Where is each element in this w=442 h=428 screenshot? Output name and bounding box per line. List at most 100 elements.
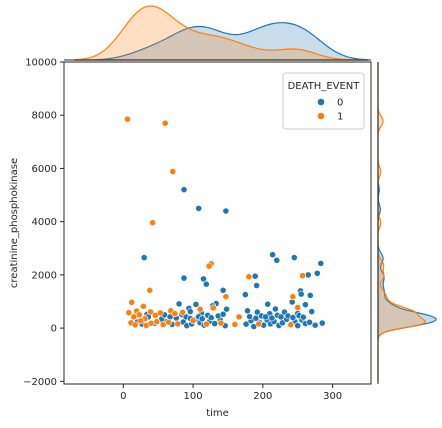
point-0-88 (252, 314, 260, 322)
point-1-18 (147, 308, 154, 316)
point-0-9 (253, 282, 260, 289)
point-0-6 (202, 280, 210, 288)
point-1-39 (165, 318, 173, 326)
point-1-37 (153, 318, 161, 326)
point-1-11 (128, 298, 136, 306)
point-0-97 (299, 313, 307, 321)
point-0-30 (253, 308, 261, 316)
point-0-21 (175, 300, 183, 308)
x-tick-label-200: 200 (253, 391, 272, 402)
y-axis-label: creatinine_phosphokinase (9, 158, 20, 288)
point-0-38 (308, 308, 316, 315)
point-1-20 (156, 309, 164, 317)
point-0-95 (289, 314, 297, 321)
point-1-27 (231, 320, 239, 328)
point-1-12 (140, 302, 147, 310)
point-0-13 (290, 254, 298, 261)
point-0-23 (192, 300, 200, 308)
point-1-42 (202, 320, 210, 328)
point-1-40 (174, 320, 182, 328)
legend-title: DEATH_EVENT (288, 81, 361, 92)
x-tick-label-100: 100 (184, 391, 203, 402)
point-0-7 (180, 274, 188, 282)
point-0-31 (264, 300, 272, 308)
point-0-52 (211, 320, 219, 327)
point-1-41 (189, 317, 197, 325)
legend: DEATH_EVENT 0 1 (282, 72, 365, 130)
point-1-14 (125, 309, 133, 317)
legend-label-1: 1 (337, 112, 343, 123)
point-1-33 (131, 321, 139, 329)
point-0-3 (222, 207, 230, 215)
right-kde-1 (377, 62, 427, 382)
point-1-34 (137, 317, 145, 325)
point-0-28 (223, 305, 230, 313)
plot-frame (63, 61, 372, 385)
point-1-36 (147, 319, 155, 327)
point-1-23 (179, 308, 186, 316)
point-1-2 (169, 168, 177, 175)
y-tick-label--2000: −2000 (23, 377, 57, 388)
point-0-18 (306, 291, 314, 299)
point-0-2 (195, 204, 203, 212)
point-1-30 (287, 321, 295, 329)
point-1-5 (205, 262, 213, 270)
point-1-24 (196, 305, 204, 313)
legend-marker-0 (317, 98, 325, 106)
y-tick-label-6000: 6000 (32, 164, 57, 175)
point-0-0 (140, 254, 148, 261)
point-0-17 (313, 269, 321, 277)
right-kde-0 (377, 62, 437, 382)
point-1-3 (149, 219, 156, 227)
point-1-16 (135, 311, 143, 319)
legend-marker-1 (317, 112, 325, 120)
point-0-68 (294, 322, 302, 330)
point-0-91 (268, 314, 276, 322)
point-1-1 (161, 119, 169, 127)
point-0-90 (262, 313, 269, 321)
point-0-93 (277, 313, 285, 321)
point-0-71 (306, 318, 313, 326)
point-0-83 (198, 315, 206, 323)
point-1-26 (217, 319, 225, 327)
point-1-7 (222, 293, 230, 301)
point-0-16 (317, 259, 325, 267)
point-0-11 (273, 256, 281, 264)
point-1-31 (294, 303, 302, 311)
point-0-72 (311, 321, 319, 329)
point-0-4 (219, 286, 227, 294)
point-0-8 (241, 291, 249, 298)
top-kde-0 (74, 22, 369, 61)
point-1-8 (299, 272, 306, 280)
point-1-25 (209, 304, 217, 312)
point-1-22 (171, 310, 179, 318)
point-0-33 (271, 305, 279, 313)
y-tick-label-4000: 4000 (32, 217, 57, 228)
point-0-1 (180, 186, 188, 194)
x-tick-label-0: 0 (120, 391, 126, 402)
point-0-5 (200, 275, 207, 283)
point-1-9 (245, 273, 253, 281)
point-1-10 (289, 293, 297, 301)
point-0-55 (242, 320, 250, 328)
point-0-10 (269, 251, 276, 259)
y-tick-label-2000: 2000 (32, 270, 57, 281)
point-1-0 (124, 115, 131, 123)
point-1-28 (235, 313, 243, 321)
point-0-86 (219, 310, 227, 318)
point-0-87 (246, 313, 253, 321)
point-0-37 (301, 301, 309, 309)
point-0-29 (244, 307, 251, 315)
top-kde-1 (73, 5, 368, 61)
point-0-73 (318, 319, 326, 327)
point-0-84 (207, 314, 215, 322)
x-axis-label: time (206, 408, 229, 419)
y-tick-label-8000: 8000 (32, 111, 57, 122)
point-1-38 (159, 321, 167, 329)
point-1-15 (130, 313, 138, 321)
point-0-12 (251, 272, 259, 280)
legend-label-0: 0 (337, 98, 343, 109)
point-0-19 (297, 290, 305, 298)
